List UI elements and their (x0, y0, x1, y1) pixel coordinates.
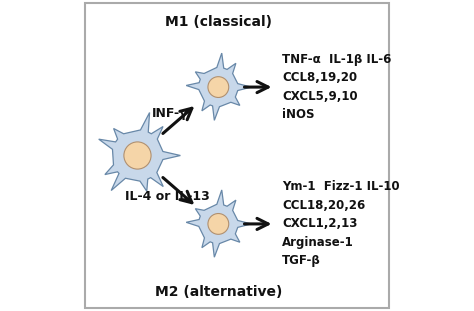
Text: TNF-α  IL-1β IL-6
CCL8,19,20
CXCL5,9,10
iNOS: TNF-α IL-1β IL-6 CCL8,19,20 CXCL5,9,10 i… (282, 53, 392, 121)
Text: IL-4 or IL-13: IL-4 or IL-13 (125, 190, 210, 203)
Text: M2 (alternative): M2 (alternative) (155, 285, 282, 299)
Polygon shape (186, 190, 251, 257)
Circle shape (208, 214, 229, 234)
Polygon shape (186, 53, 251, 120)
FancyBboxPatch shape (85, 3, 389, 308)
Polygon shape (99, 113, 181, 191)
Circle shape (124, 142, 151, 169)
Text: Ym-1  Fizz-1 IL-10
CCL18,20,26
CXCL1,2,13
Arginase-1
TGF-β: Ym-1 Fizz-1 IL-10 CCL18,20,26 CXCL1,2,13… (282, 180, 400, 267)
Circle shape (208, 77, 229, 97)
Text: M1 (classical): M1 (classical) (165, 15, 272, 29)
Text: INF-γ: INF-γ (152, 107, 189, 120)
